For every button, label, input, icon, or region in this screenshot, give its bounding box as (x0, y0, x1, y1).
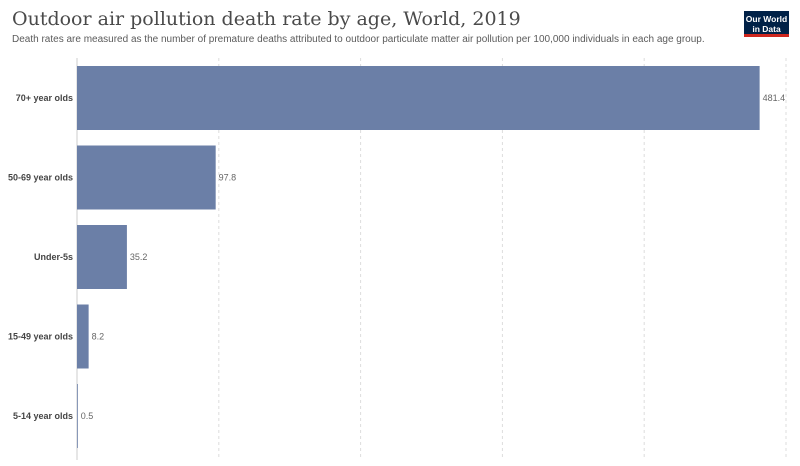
chart-subtitle: Death rates are measured as the number o… (12, 34, 705, 45)
bar[interactable] (77, 225, 127, 289)
value-label: 35.2 (130, 252, 148, 262)
owid-logo[interactable]: Our World in Data (744, 11, 789, 37)
bar[interactable] (77, 384, 78, 448)
category-label: 50-69 year olds (8, 173, 73, 183)
category-label: 15-49 year olds (8, 332, 73, 342)
category-label: 70+ year olds (16, 93, 73, 103)
category-label: 5-14 year olds (13, 411, 73, 421)
labels: 70+ year olds 481.4 50-69 year olds 97.8 Und… (8, 93, 785, 421)
chart-title: Outdoor air pollution death rate by age,… (12, 8, 521, 30)
value-label: 8.2 (92, 332, 105, 342)
bars (77, 66, 760, 448)
value-label: 97.8 (219, 173, 237, 183)
bar[interactable] (77, 304, 89, 369)
logo-line-1: Our World (745, 14, 788, 24)
value-label: 0.5 (81, 411, 94, 421)
logo-line-2: in Data (752, 24, 781, 34)
bar[interactable] (77, 145, 216, 210)
value-label: 481.4 (763, 93, 786, 103)
category-label: Under-5s (34, 252, 73, 262)
bar[interactable] (77, 66, 760, 130)
